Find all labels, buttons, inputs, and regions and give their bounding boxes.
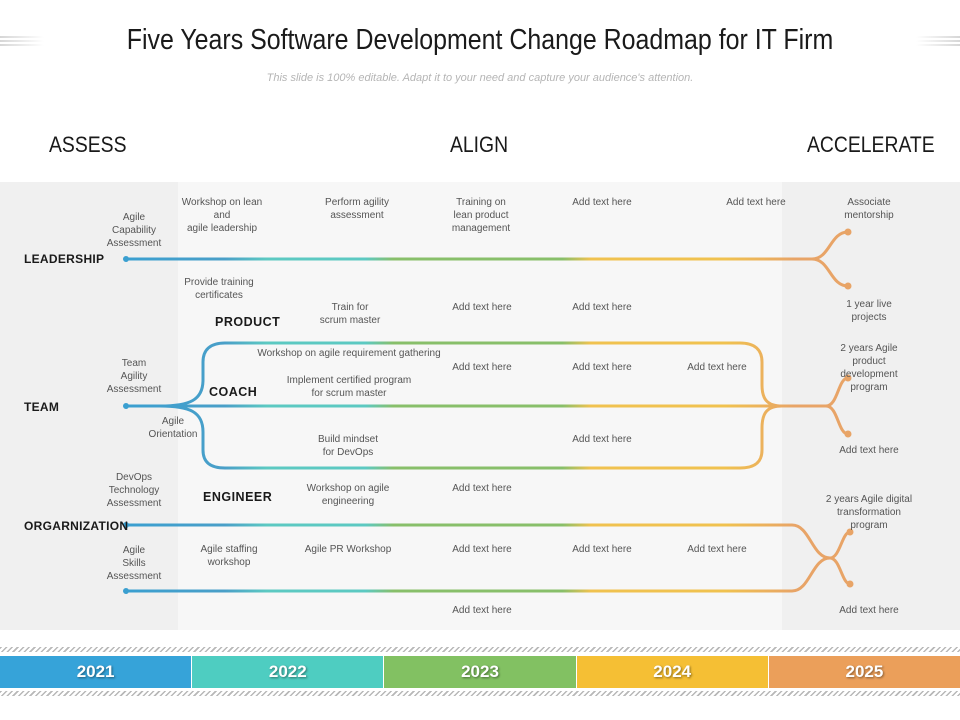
timeline-hatch-top [0, 647, 960, 652]
label-build-mindset: Build mindset for DevOps [317, 434, 379, 458]
label-devops-add: Add text here [572, 434, 632, 445]
page-title: Five Years Software Development Change R… [126, 24, 834, 56]
role-product: PRODUCT [215, 315, 281, 329]
year-2022: 2022 [192, 656, 385, 688]
label-team-right-add: Add text here [839, 445, 899, 456]
year-timeline: 2021 2022 2023 2024 2025 [0, 656, 960, 688]
role-coach: COACH [209, 385, 258, 399]
label-team-agility: Team Agility Assessment [106, 358, 162, 395]
phase-align: ALIGN [450, 132, 509, 157]
label-devops-tech: DevOps Technology Assessment [106, 472, 162, 509]
label-train-scrum: Train for scrum master [319, 302, 381, 326]
label-workshop-eng: Workshop on agile engineering [306, 483, 390, 507]
year-2023: 2023 [384, 656, 577, 688]
label-agile-skills: Agile Skills Assessment [106, 545, 162, 582]
label-agile-capability: Agile Capability Assessment [106, 212, 162, 249]
label-lead-add2: Add text here [726, 197, 786, 208]
label-org-add3: Add text here [687, 544, 747, 555]
label-one-year-live: 1 year live projects [846, 299, 892, 323]
label-provide-training: Provide training certificates [184, 277, 254, 301]
label-agile-staffing: Agile staffing workshop [200, 544, 258, 568]
phase-assess: ASSESS [49, 132, 127, 157]
label-bottom-add1: Add text here [452, 605, 512, 616]
phase-accelerate: ACCELERATE [807, 132, 935, 157]
label-two-years-product: 2 years Agile product development progra… [840, 343, 898, 393]
label-prod-add1: Add text here [452, 302, 512, 313]
label-coach-add3: Add text here [687, 362, 747, 373]
year-2025: 2025 [768, 656, 960, 688]
label-implement-cert: Implement certified program for scrum ma… [286, 375, 412, 399]
timeline-hatch-bottom [0, 691, 960, 696]
label-associate-mentorship: Associate mentorship [844, 197, 894, 221]
label-agile-pr: Agile PR Workshop [304, 544, 392, 555]
label-workshop-req: Workshop on agile requirement gathering [257, 348, 441, 359]
title-decoration-right [916, 36, 960, 50]
label-workshop-lean: Workshop on lean and agile leadership [181, 197, 263, 234]
role-engineer: ENGINEER [203, 490, 273, 504]
label-prod-add2: Add text here [572, 302, 632, 313]
page-subtitle: This slide is 100% editable. Adapt it to… [266, 72, 694, 84]
label-coach-add1: Add text here [452, 362, 512, 373]
label-coach-add2: Add text here [572, 362, 632, 373]
label-two-years-digital: 2 years Agile digital transformation pro… [825, 494, 913, 531]
leadership-line [124, 230, 850, 261]
label-perform-agility: Perform agility assessment [325, 197, 389, 221]
row-organization: ORGARNIZATION [24, 519, 129, 533]
label-org-add2: Add text here [572, 544, 632, 555]
label-org-add1: Add text here [452, 544, 512, 555]
year-2024: 2024 [576, 656, 769, 688]
label-org-right-add: Add text here [839, 605, 899, 616]
title-decoration-left [0, 36, 44, 50]
label-lead-add1: Add text here [572, 197, 632, 208]
label-eng-add1: Add text here [452, 483, 512, 494]
label-training-lean: Training on lean product management [451, 197, 511, 234]
row-team: TEAM [24, 400, 60, 414]
row-leadership: LEADERSHIP [24, 252, 105, 266]
label-agile-orientation: Agile Orientation [148, 416, 198, 440]
year-2021: 2021 [0, 656, 193, 688]
